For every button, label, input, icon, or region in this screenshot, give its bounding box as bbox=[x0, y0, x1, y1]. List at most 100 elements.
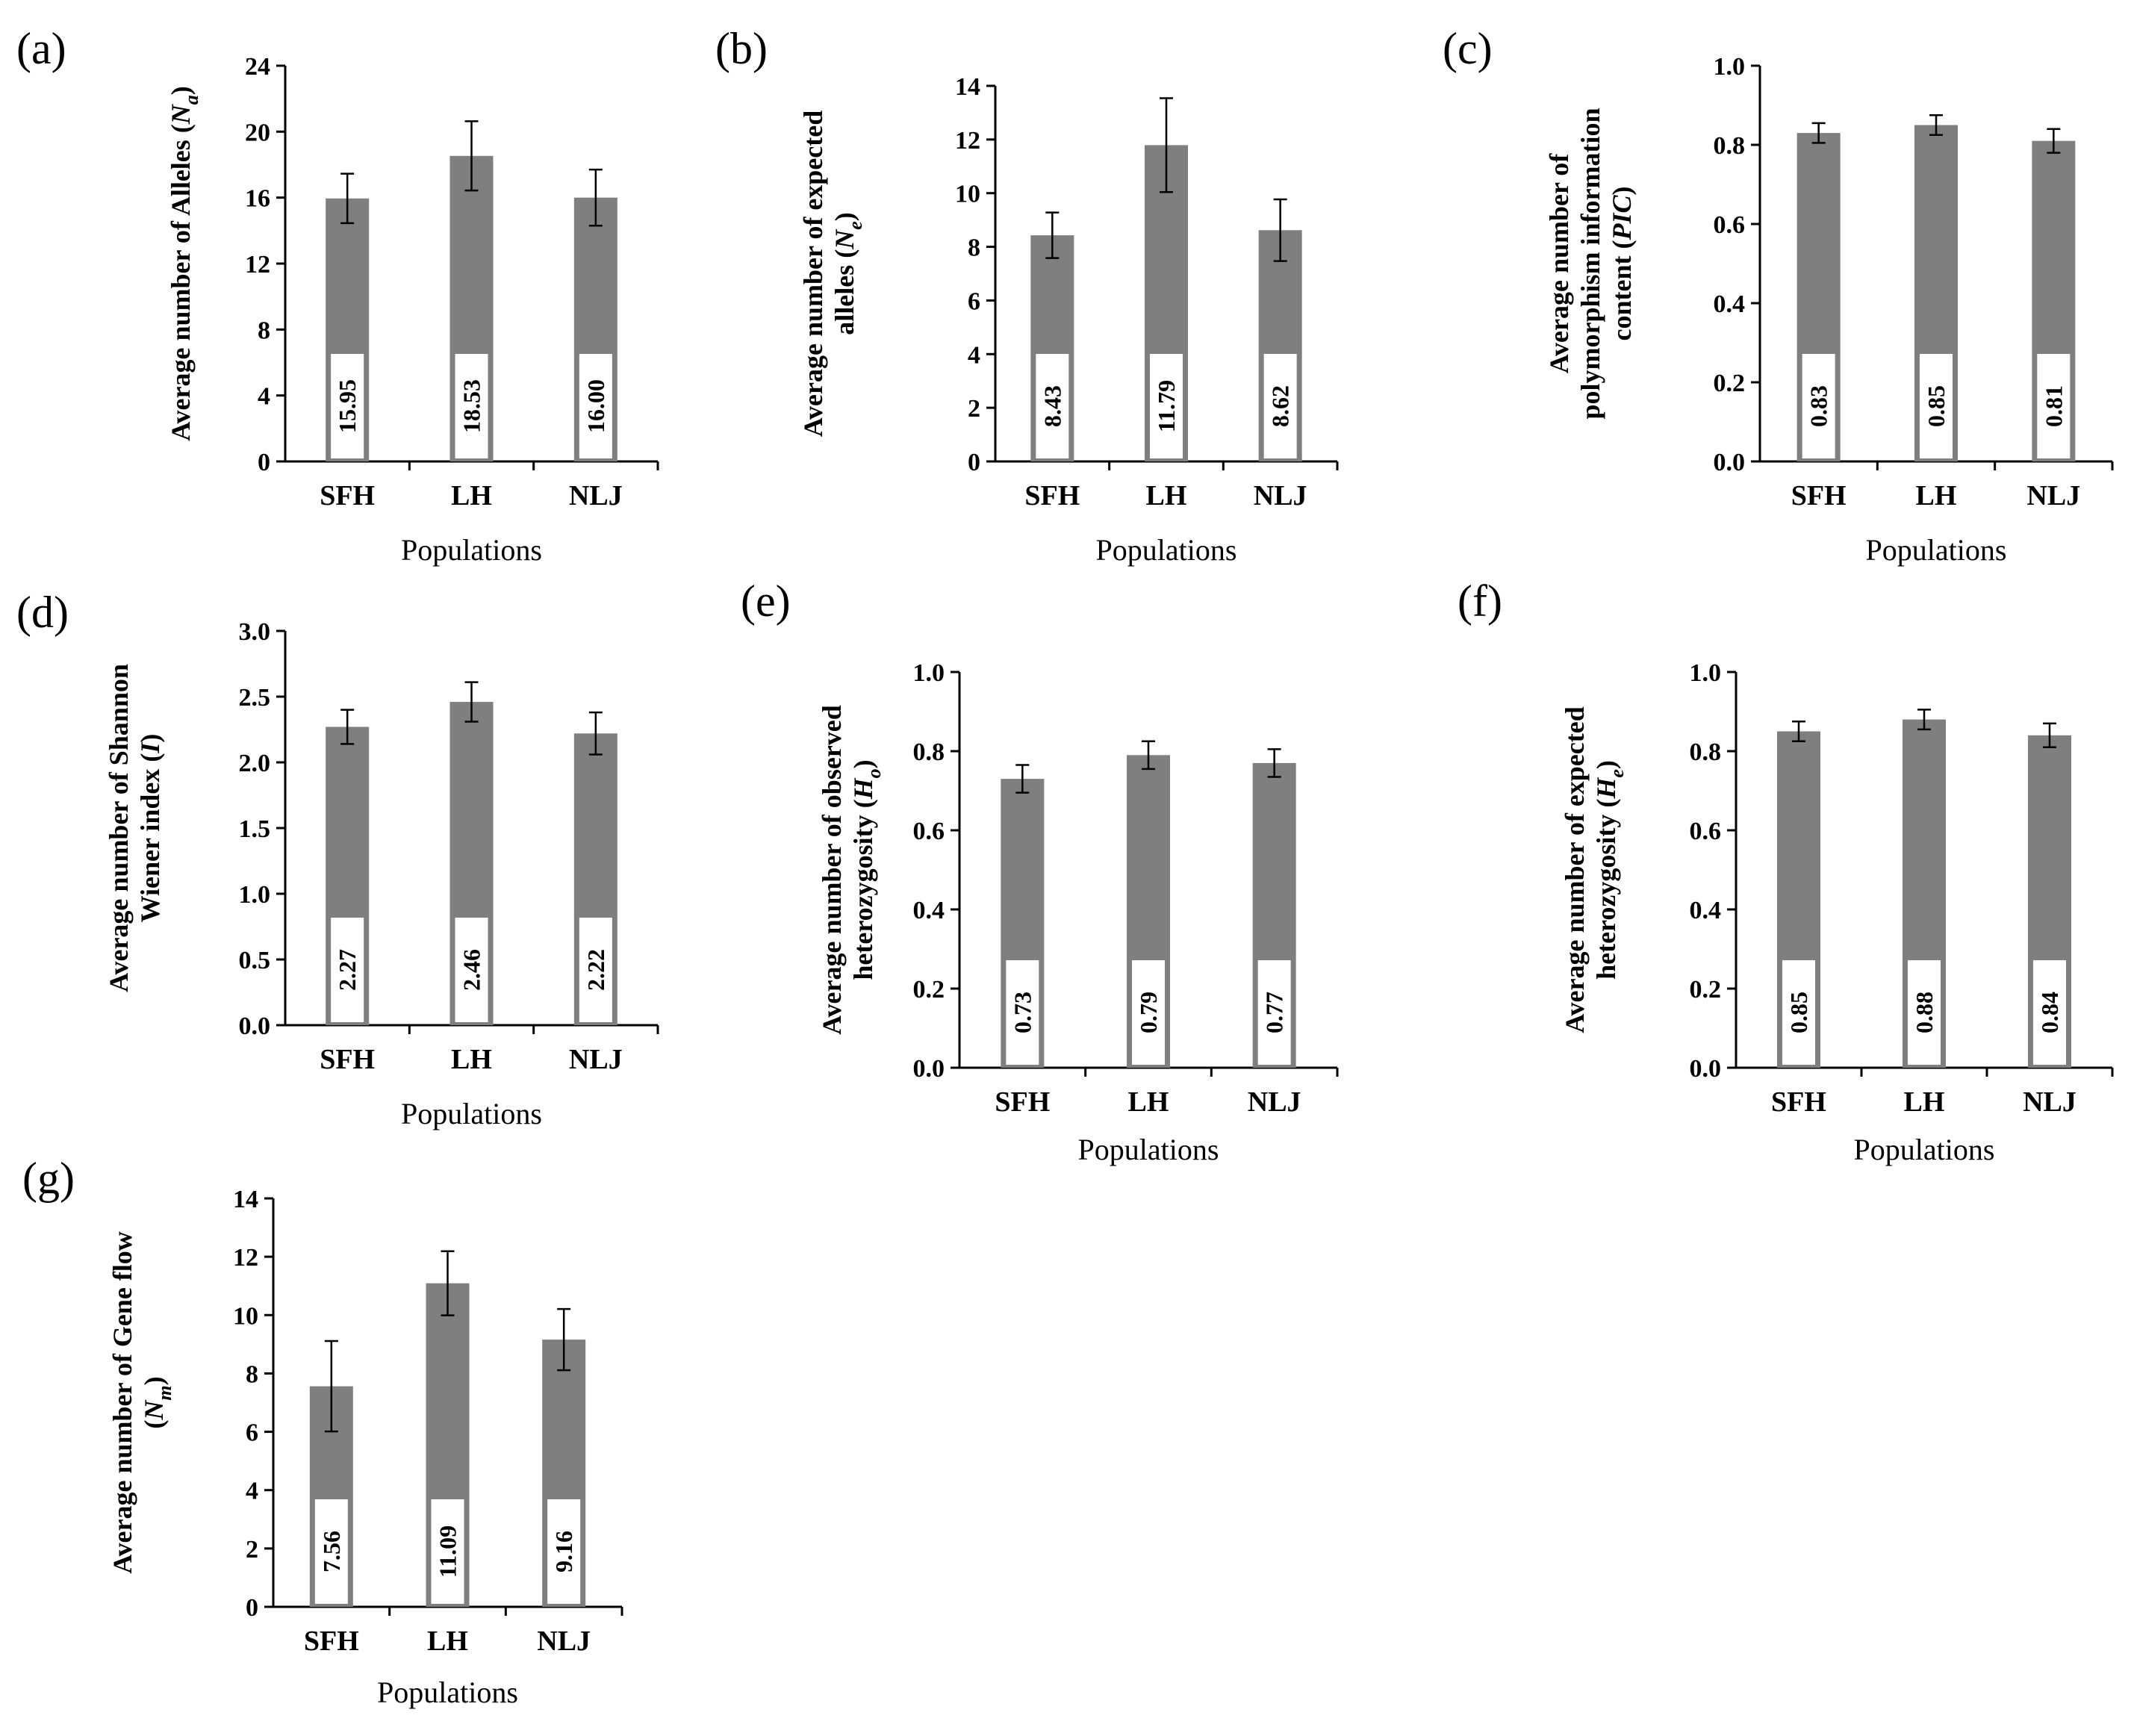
value-label: 16.00 bbox=[582, 379, 609, 433]
x-axis-title: Populations bbox=[1096, 533, 1237, 567]
value-label: 0.81 bbox=[2040, 385, 2067, 427]
y-tick-label: 0.0 bbox=[1690, 1055, 1722, 1083]
category-label: LH bbox=[427, 1625, 468, 1657]
value-label-box bbox=[1263, 354, 1297, 458]
y-tick-label: 1.0 bbox=[1714, 53, 1746, 81]
y-axis-title: polymorphism information bbox=[1575, 108, 1605, 419]
value-label-box bbox=[579, 918, 612, 1022]
x-axis-title: Populations bbox=[377, 1676, 518, 1709]
y-tick-label: 0.6 bbox=[913, 818, 945, 845]
value-label: 11.79 bbox=[1153, 380, 1180, 432]
y-tick-label: 2 bbox=[968, 395, 980, 423]
y-tick-label: 0.2 bbox=[913, 976, 945, 1004]
y-tick-label: 0.8 bbox=[1714, 132, 1746, 160]
y-axis-title: content (PIC) bbox=[1607, 187, 1637, 341]
y-axis-title: Average number of observed bbox=[817, 705, 847, 1035]
y-axis-title: Average number of Shannon bbox=[104, 664, 134, 992]
category-label: SFH bbox=[1791, 480, 1847, 511]
y-tick-label: 0.6 bbox=[1690, 818, 1722, 845]
value-label: 7.56 bbox=[318, 1531, 345, 1572]
value-label: 8.43 bbox=[1039, 385, 1066, 427]
value-label-box bbox=[455, 354, 488, 458]
y-tick-label: 14 bbox=[233, 1186, 258, 1213]
value-label-box bbox=[431, 1499, 464, 1604]
y-axis-title: Average number of bbox=[1544, 153, 1574, 374]
y-tick-label: 0.5 bbox=[239, 947, 271, 974]
y-tick-label: 0.6 bbox=[1714, 211, 1746, 239]
y-tick-label: 6 bbox=[246, 1419, 258, 1447]
y-tick-label: 2.0 bbox=[239, 750, 271, 777]
y-tick-label: 1.0 bbox=[913, 659, 945, 687]
value-label-box bbox=[314, 1499, 348, 1604]
value-label-box bbox=[1006, 960, 1039, 1065]
category-label: NLJ bbox=[2026, 480, 2080, 511]
category-label: NLJ bbox=[569, 1044, 623, 1075]
value-label: 2.46 bbox=[458, 949, 485, 991]
value-label-box bbox=[1920, 354, 1953, 458]
category-label: SFH bbox=[995, 1086, 1050, 1118]
x-axis-title: Populations bbox=[401, 1097, 542, 1130]
y-tick-label: 0.8 bbox=[913, 738, 945, 766]
category-label: LH bbox=[1128, 1086, 1169, 1118]
y-axis-title: alleles (Ne) bbox=[830, 212, 866, 335]
y-axis-title: Average number of Gene flow bbox=[108, 1231, 137, 1574]
y-axis-title: Wiener index (I) bbox=[135, 734, 165, 923]
value-label: 0.73 bbox=[1009, 992, 1036, 1033]
y-tick-label: 6 bbox=[968, 287, 980, 315]
y-tick-label: 0.4 bbox=[1714, 290, 1746, 318]
panel-label: (f) bbox=[1458, 576, 1502, 626]
value-label-box bbox=[331, 354, 364, 458]
panel-label: (e) bbox=[741, 576, 791, 626]
value-label-box bbox=[547, 1499, 581, 1604]
y-tick-label: 0.4 bbox=[913, 897, 945, 924]
y-axis-title: heterozygosity (Ho) bbox=[848, 759, 885, 980]
value-label: 0.84 bbox=[2036, 992, 2063, 1033]
panel-d: (d) 0.0 0.5 1.0 1.5 2.0 2.5 3.0 2.27 SFH 2.46 LH 2.2… bbox=[16, 588, 659, 1130]
value-label: 2.22 bbox=[582, 949, 609, 991]
category-label: SFH bbox=[1024, 480, 1080, 511]
panel-label: (a) bbox=[16, 24, 66, 73]
x-axis-title: Populations bbox=[1866, 533, 2007, 567]
value-label-box bbox=[1782, 960, 1815, 1065]
value-label-box bbox=[455, 918, 488, 1022]
y-tick-label: 8 bbox=[246, 1360, 258, 1388]
panel-b: (b) 0 2 4 6 8 10 12 14 8.43 SFH 11.79 LH 8.62 NLJ Popul… bbox=[715, 24, 1339, 567]
y-tick-label: 2 bbox=[246, 1536, 258, 1564]
y-tick-label: 0.8 bbox=[1690, 738, 1722, 766]
value-label: 0.79 bbox=[1135, 992, 1162, 1033]
category-label: LH bbox=[1146, 480, 1187, 511]
value-label: 9.16 bbox=[550, 1531, 577, 1572]
value-label: 8.62 bbox=[1267, 385, 1294, 427]
y-tick-label: 12 bbox=[955, 127, 980, 155]
y-tick-label: 14 bbox=[955, 73, 980, 101]
category-label: NLJ bbox=[2023, 1086, 2076, 1118]
value-label-box bbox=[331, 918, 364, 1022]
y-tick-label: 4 bbox=[258, 383, 270, 411]
y-tick-label: 8 bbox=[968, 234, 980, 262]
value-label-box bbox=[1036, 354, 1069, 458]
value-label: 11.09 bbox=[435, 1525, 461, 1578]
y-tick-label: 4 bbox=[246, 1478, 258, 1505]
y-tick-label: 0.2 bbox=[1714, 370, 1746, 397]
category-label: SFH bbox=[1771, 1086, 1826, 1118]
y-tick-label: 1.0 bbox=[239, 881, 271, 909]
panel-a: (a) 0 4 8 12 16 20 24 15.95 SFH 18.53 LH 16.00 NLJ Pop… bbox=[16, 24, 659, 567]
value-label: 18.53 bbox=[458, 379, 485, 433]
category-label: LH bbox=[1904, 1086, 1945, 1118]
y-axis-title: Average number of expected bbox=[1560, 706, 1590, 1033]
y-tick-label: 16 bbox=[245, 185, 270, 213]
category-label: LH bbox=[451, 480, 492, 511]
value-label-box bbox=[1132, 960, 1165, 1065]
value-label: 0.77 bbox=[1261, 992, 1288, 1033]
y-tick-label: 20 bbox=[245, 119, 270, 146]
value-label-box bbox=[1802, 354, 1835, 458]
category-label: NLJ bbox=[1248, 1086, 1301, 1118]
panel-e: (e) 0.0 0.2 0.4 0.6 0.8 1.0 0.73 SFH 0.79 LH 0.77 NL… bbox=[741, 576, 1339, 1166]
y-axis-title: (Nm) bbox=[139, 1376, 175, 1428]
value-label-box bbox=[579, 354, 612, 458]
y-tick-label: 0.0 bbox=[239, 1012, 271, 1040]
value-label-box bbox=[2033, 960, 2066, 1065]
y-axis-title: heterozygosity (He) bbox=[1591, 760, 1628, 980]
category-label: SFH bbox=[304, 1625, 359, 1657]
